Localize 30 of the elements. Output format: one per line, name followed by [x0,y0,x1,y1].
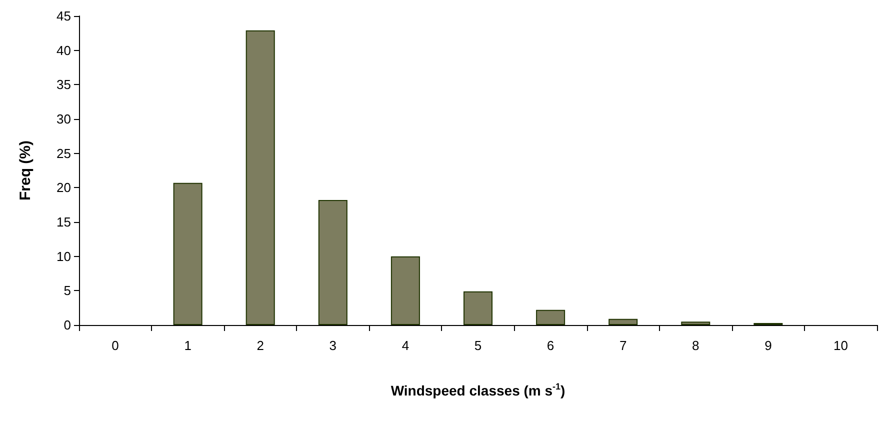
x-tick-label: 9 [764,338,772,353]
bar [173,182,202,325]
bar [608,318,638,325]
y-tick-label: 45 [56,8,71,24]
bar [463,291,493,325]
y-tick-label: 25 [56,146,71,161]
x-tick-label: 3 [329,338,337,353]
bar [681,322,710,325]
x-tick-label: 10 [833,338,848,353]
y-tick-label: 35 [56,77,71,92]
y-tick-label: 40 [56,42,71,58]
bar [318,200,348,325]
x-tick-label: 2 [256,338,264,353]
y-axis-title: Freq (%) [17,140,34,200]
y-tick-label: 30 [56,112,71,126]
y-tick-label: 5 [64,283,71,298]
x-tick-label: 8 [692,338,700,353]
x-tick-label: 1 [184,338,192,353]
bar [390,256,420,325]
x-tick-label: 5 [474,338,482,353]
bar [246,30,275,325]
x-tick-label: 0 [112,338,119,353]
bar [536,310,566,325]
y-tick-label: 20 [56,180,71,196]
x-tick-label: 6 [546,338,554,353]
y-tick-label: 10 [56,248,71,264]
y-tick-label: 0 [64,318,71,332]
y-tick-label: 15 [56,214,71,230]
x-tick-label: 4 [402,338,410,353]
x-tick-label: 7 [619,338,627,353]
